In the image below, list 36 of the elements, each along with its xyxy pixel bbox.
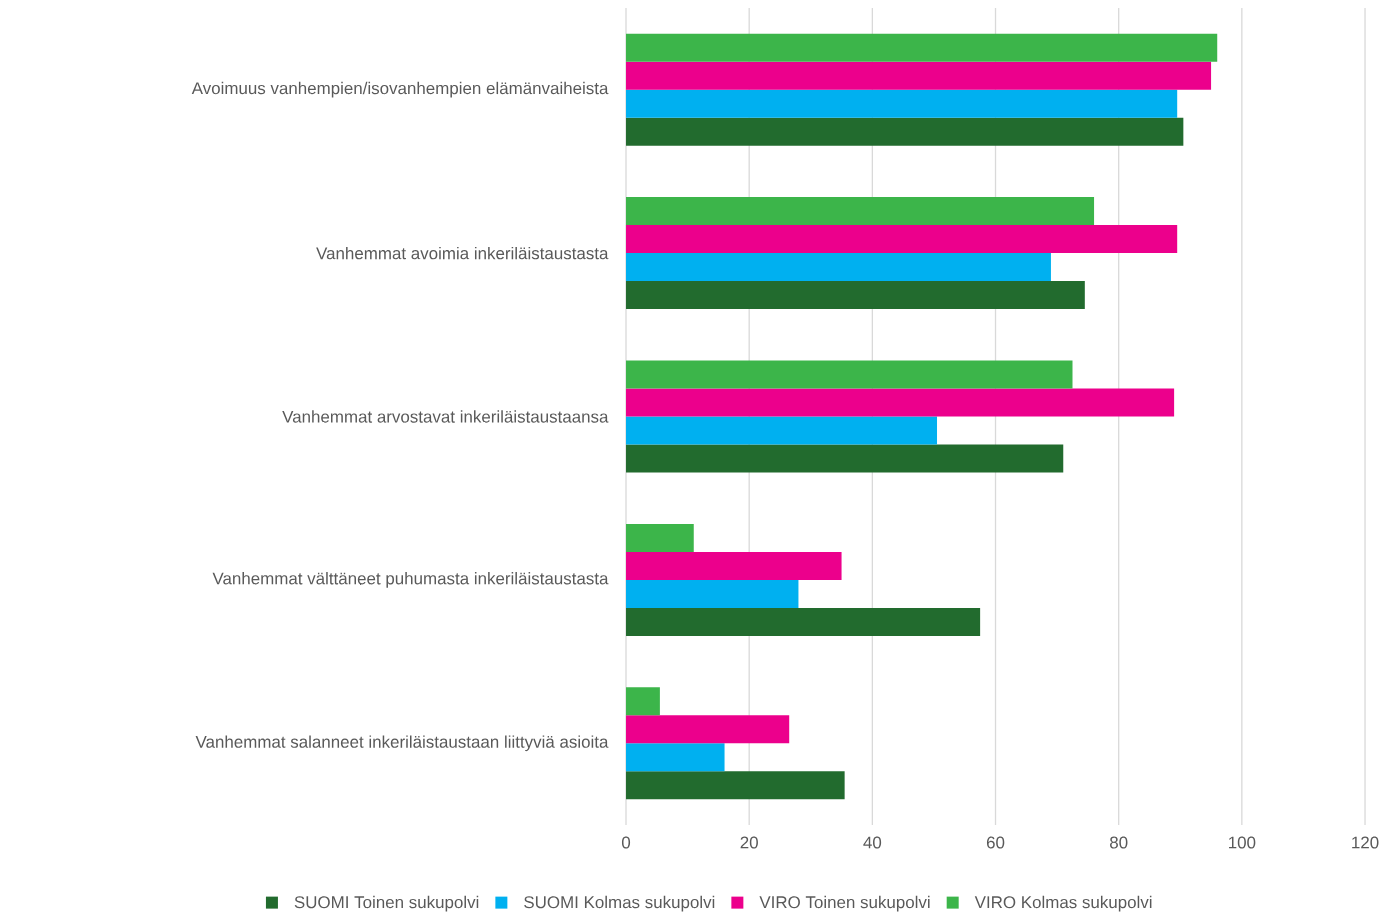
bar bbox=[626, 444, 1064, 473]
legend-label: VIRO Toinen sukupolvi bbox=[759, 895, 930, 912]
legend-label: VIRO Kolmas sukupolvi bbox=[974, 895, 1152, 912]
bar bbox=[626, 687, 660, 716]
x-tick-label: 0 bbox=[621, 836, 631, 849]
bar bbox=[626, 117, 1184, 146]
bar bbox=[626, 743, 725, 772]
y-tick-label: Avoimuus vanhempien/isovanhempien elämänvaiheista bbox=[191, 81, 609, 98]
legend-label: SUOMI Toinen sukupolvi bbox=[294, 895, 479, 912]
bar bbox=[626, 225, 1178, 254]
bar bbox=[626, 416, 938, 445]
bar bbox=[626, 551, 842, 580]
bar bbox=[626, 579, 799, 608]
bar bbox=[626, 61, 1212, 90]
x-tick-label: 60 bbox=[986, 836, 1005, 849]
x-tick-label: 40 bbox=[863, 836, 882, 849]
bar bbox=[626, 360, 1073, 389]
bar bbox=[626, 388, 1175, 417]
bar bbox=[626, 33, 1218, 62]
bar bbox=[626, 89, 1178, 118]
y-tick-label: Vanhemmat avoimia inkeriläistaustasta bbox=[316, 246, 609, 260]
x-tick-label: 80 bbox=[1110, 836, 1128, 849]
legend-label: SUOMI Kolmas sukupolvi bbox=[524, 895, 715, 912]
bar bbox=[626, 523, 694, 552]
bar bbox=[626, 771, 845, 800]
x-tick-label: 20 bbox=[740, 836, 758, 849]
bar bbox=[626, 281, 1085, 310]
bar bbox=[626, 253, 1051, 282]
bar bbox=[626, 715, 790, 744]
x-tick-label: 100 bbox=[1229, 836, 1256, 849]
y-tick-label: Vanhemmat salanneet inkeriläistaustaan liittyviä asioita bbox=[195, 735, 609, 752]
x-tick-label: 120 bbox=[1352, 836, 1379, 849]
y-tick-label: Vanhemmat välttäneet puhumasta inkeriläistaustasta bbox=[212, 572, 609, 588]
bar bbox=[626, 197, 1095, 226]
y-tick-label: Vanhemmat arvostavat inkeriläistaustaansa bbox=[282, 410, 609, 423]
bar bbox=[626, 607, 981, 636]
